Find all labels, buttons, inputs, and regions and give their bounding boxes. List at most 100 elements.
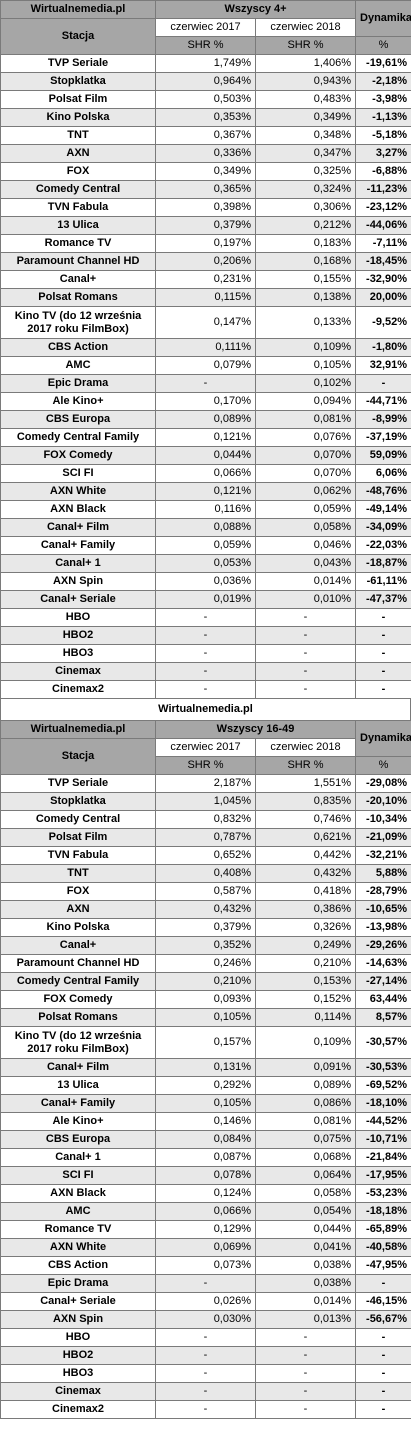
table-row: AMC 0,066% 0,054% -18,18%	[0, 1202, 411, 1221]
shr-2017: 0,964%	[155, 72, 256, 91]
dynamics-value: -	[355, 1400, 411, 1419]
dynamics-value: -61,11%	[355, 572, 411, 591]
shr-2018: 0,155%	[254, 270, 357, 289]
dynamics-value: 8,57%	[355, 1008, 411, 1027]
dynamics-value: 20,00%	[355, 288, 411, 307]
dynamics-value: -	[355, 662, 411, 681]
shr-2018: 0,010%	[254, 590, 357, 609]
table-row: SCI FI 0,066% 0,070% 6,06%	[0, 464, 411, 483]
shr-2018: 0,038%	[254, 1274, 357, 1293]
shr-2017: -	[155, 680, 256, 699]
shr-2017: 0,053%	[155, 554, 256, 573]
table-row: AXN White 0,069% 0,041% -40,58%	[0, 1238, 411, 1257]
station-name: TVN Fabula	[0, 198, 156, 217]
station-name: HBO	[0, 608, 156, 627]
shr-2018: 0,054%	[254, 1202, 357, 1221]
station-name: Canal+ Film	[0, 1058, 156, 1077]
station-name: Kino Polska	[0, 108, 156, 127]
dynamics-value: -10,65%	[355, 900, 411, 919]
shr-2018: -	[254, 1382, 357, 1401]
shr-2017: 0,379%	[155, 918, 256, 937]
audience-group: Wszyscy 4+	[154, 0, 357, 19]
dynamics-value: -10,34%	[355, 810, 411, 829]
shr-2018: 1,551%	[254, 774, 357, 793]
table-row: SCI FI 0,078% 0,064% -17,95%	[0, 1166, 411, 1185]
shr-2018: 0,070%	[254, 446, 357, 465]
station-name: CBS Europa	[0, 1130, 156, 1149]
station-name: Kino Polska	[0, 918, 156, 937]
station-name: AMC	[0, 356, 156, 375]
station-name: Cinemax	[0, 1382, 156, 1401]
dynamics-value: -29,26%	[355, 936, 411, 955]
dynamics-value: -46,15%	[355, 1292, 411, 1311]
station-name: Canal+ 1	[0, 1148, 156, 1167]
dynamics-value: -21,84%	[355, 1148, 411, 1167]
table-row: Cinemax2- - -	[0, 1400, 411, 1419]
shr-2018: 0,325%	[254, 162, 357, 181]
dynamics-value: -32,21%	[355, 846, 411, 865]
shr-2018: 0,432%	[254, 864, 357, 883]
table-row: 13 Ulica 0,292% 0,089% -69,52%	[0, 1076, 411, 1095]
site-label: Wirtualnemedia.pl	[0, 720, 156, 739]
table-row: Cinemax - - -	[0, 662, 411, 681]
station-name: 13 Ulica	[0, 216, 156, 235]
station-header: Stacja	[0, 738, 156, 775]
shr-2018: 0,306%	[254, 198, 357, 217]
dynamics-value: -7,11%	[355, 234, 411, 253]
table-row: FOX 0,587% 0,418% -28,79%	[0, 882, 411, 901]
separator-label: Wirtualnemedia.pl	[0, 699, 411, 720]
shr-2018: 0,153%	[254, 972, 357, 991]
dynamics-value: 5,88%	[355, 864, 411, 883]
table-row: Kino TV (do 12 września 2017 roku FilmBo…	[0, 306, 411, 339]
table-row: AXN Spin 0,030% 0,013% -56,67%	[0, 1310, 411, 1329]
shr-2017: 0,066%	[155, 1202, 256, 1221]
table-row: Polsat Romans 0,115% 0,138% 20,00%	[0, 288, 411, 307]
table-row: Polsat Romans 0,105% 0,114% 8,57%	[0, 1008, 411, 1027]
dynamics-value: -65,89%	[355, 1220, 411, 1239]
station-name: FOX Comedy	[0, 990, 156, 1009]
table-row: Ale Kino+ 0,146% 0,081% -44,52%	[0, 1112, 411, 1131]
shr-2018: 0,094%	[254, 392, 357, 411]
table-row: Stopklatka 0,964% 0,943% -2,18%	[0, 72, 411, 91]
table-row: Epic Drama -0,038% -	[0, 1274, 411, 1293]
station-name: SCI FI	[0, 464, 156, 483]
shr-2017: -	[155, 1346, 256, 1365]
shr-2018: 0,070%	[254, 464, 357, 483]
table-row: Kino Polska 0,379% 0,326% -13,98%	[0, 918, 411, 937]
shr-2017: -	[155, 1364, 256, 1383]
shr-2017: 0,093%	[155, 990, 256, 1009]
shr-2017: 0,398%	[155, 198, 256, 217]
station-name: TVP Seriale	[0, 54, 156, 73]
dynamics-value: 6,06%	[355, 464, 411, 483]
shr-2018: 0,746%	[254, 810, 357, 829]
month-2017-header: czerwiec 2017	[155, 738, 256, 757]
table-row: FOX 0,349% 0,325% -6,88%	[0, 162, 411, 181]
station-name: FOX	[0, 882, 156, 901]
table-row: HBO - - -	[0, 1328, 411, 1347]
table-row: AXN 0,336% 0,347% 3,27%	[0, 144, 411, 163]
shr-2018: 0,091%	[254, 1058, 357, 1077]
table-row: CBS Europa 0,084% 0,075% -10,71%	[0, 1130, 411, 1149]
shr-2017: 0,246%	[155, 954, 256, 973]
shr-2018: 0,044%	[254, 1220, 357, 1239]
table-row: Comedy Central Family 0,121% 0,076% -37,19%	[0, 428, 411, 447]
table-row: TNT 0,367% 0,348% -5,18%	[0, 126, 411, 145]
shr-2018: 0,081%	[254, 1112, 357, 1131]
shr-2018: 0,212%	[254, 216, 357, 235]
dynamics-value: -17,95%	[355, 1166, 411, 1185]
table-row: Cinemax - - -	[0, 1382, 411, 1401]
station-name: AXN Black	[0, 500, 156, 519]
station-name: Kino TV (do 12 września 2017 roku FilmBo…	[0, 306, 156, 339]
station-name: Romance TV	[0, 1220, 156, 1239]
table-row: Canal+ 0,231% 0,155% -32,90%	[0, 270, 411, 289]
shr-2017: 0,105%	[155, 1008, 256, 1027]
dynamics-value: -32,90%	[355, 270, 411, 289]
shr-2017: 0,059%	[155, 536, 256, 555]
shr-2017: 0,111%	[155, 338, 256, 357]
shr-2017: 0,089%	[155, 410, 256, 429]
dynamics-value: 63,44%	[355, 990, 411, 1009]
dynamics-value: -	[355, 1364, 411, 1383]
table-row: CBS Europa 0,089% 0,081% -8,99%	[0, 410, 411, 429]
station-name: Comedy Central Family	[0, 972, 156, 991]
shr-2017: 0,115%	[155, 288, 256, 307]
